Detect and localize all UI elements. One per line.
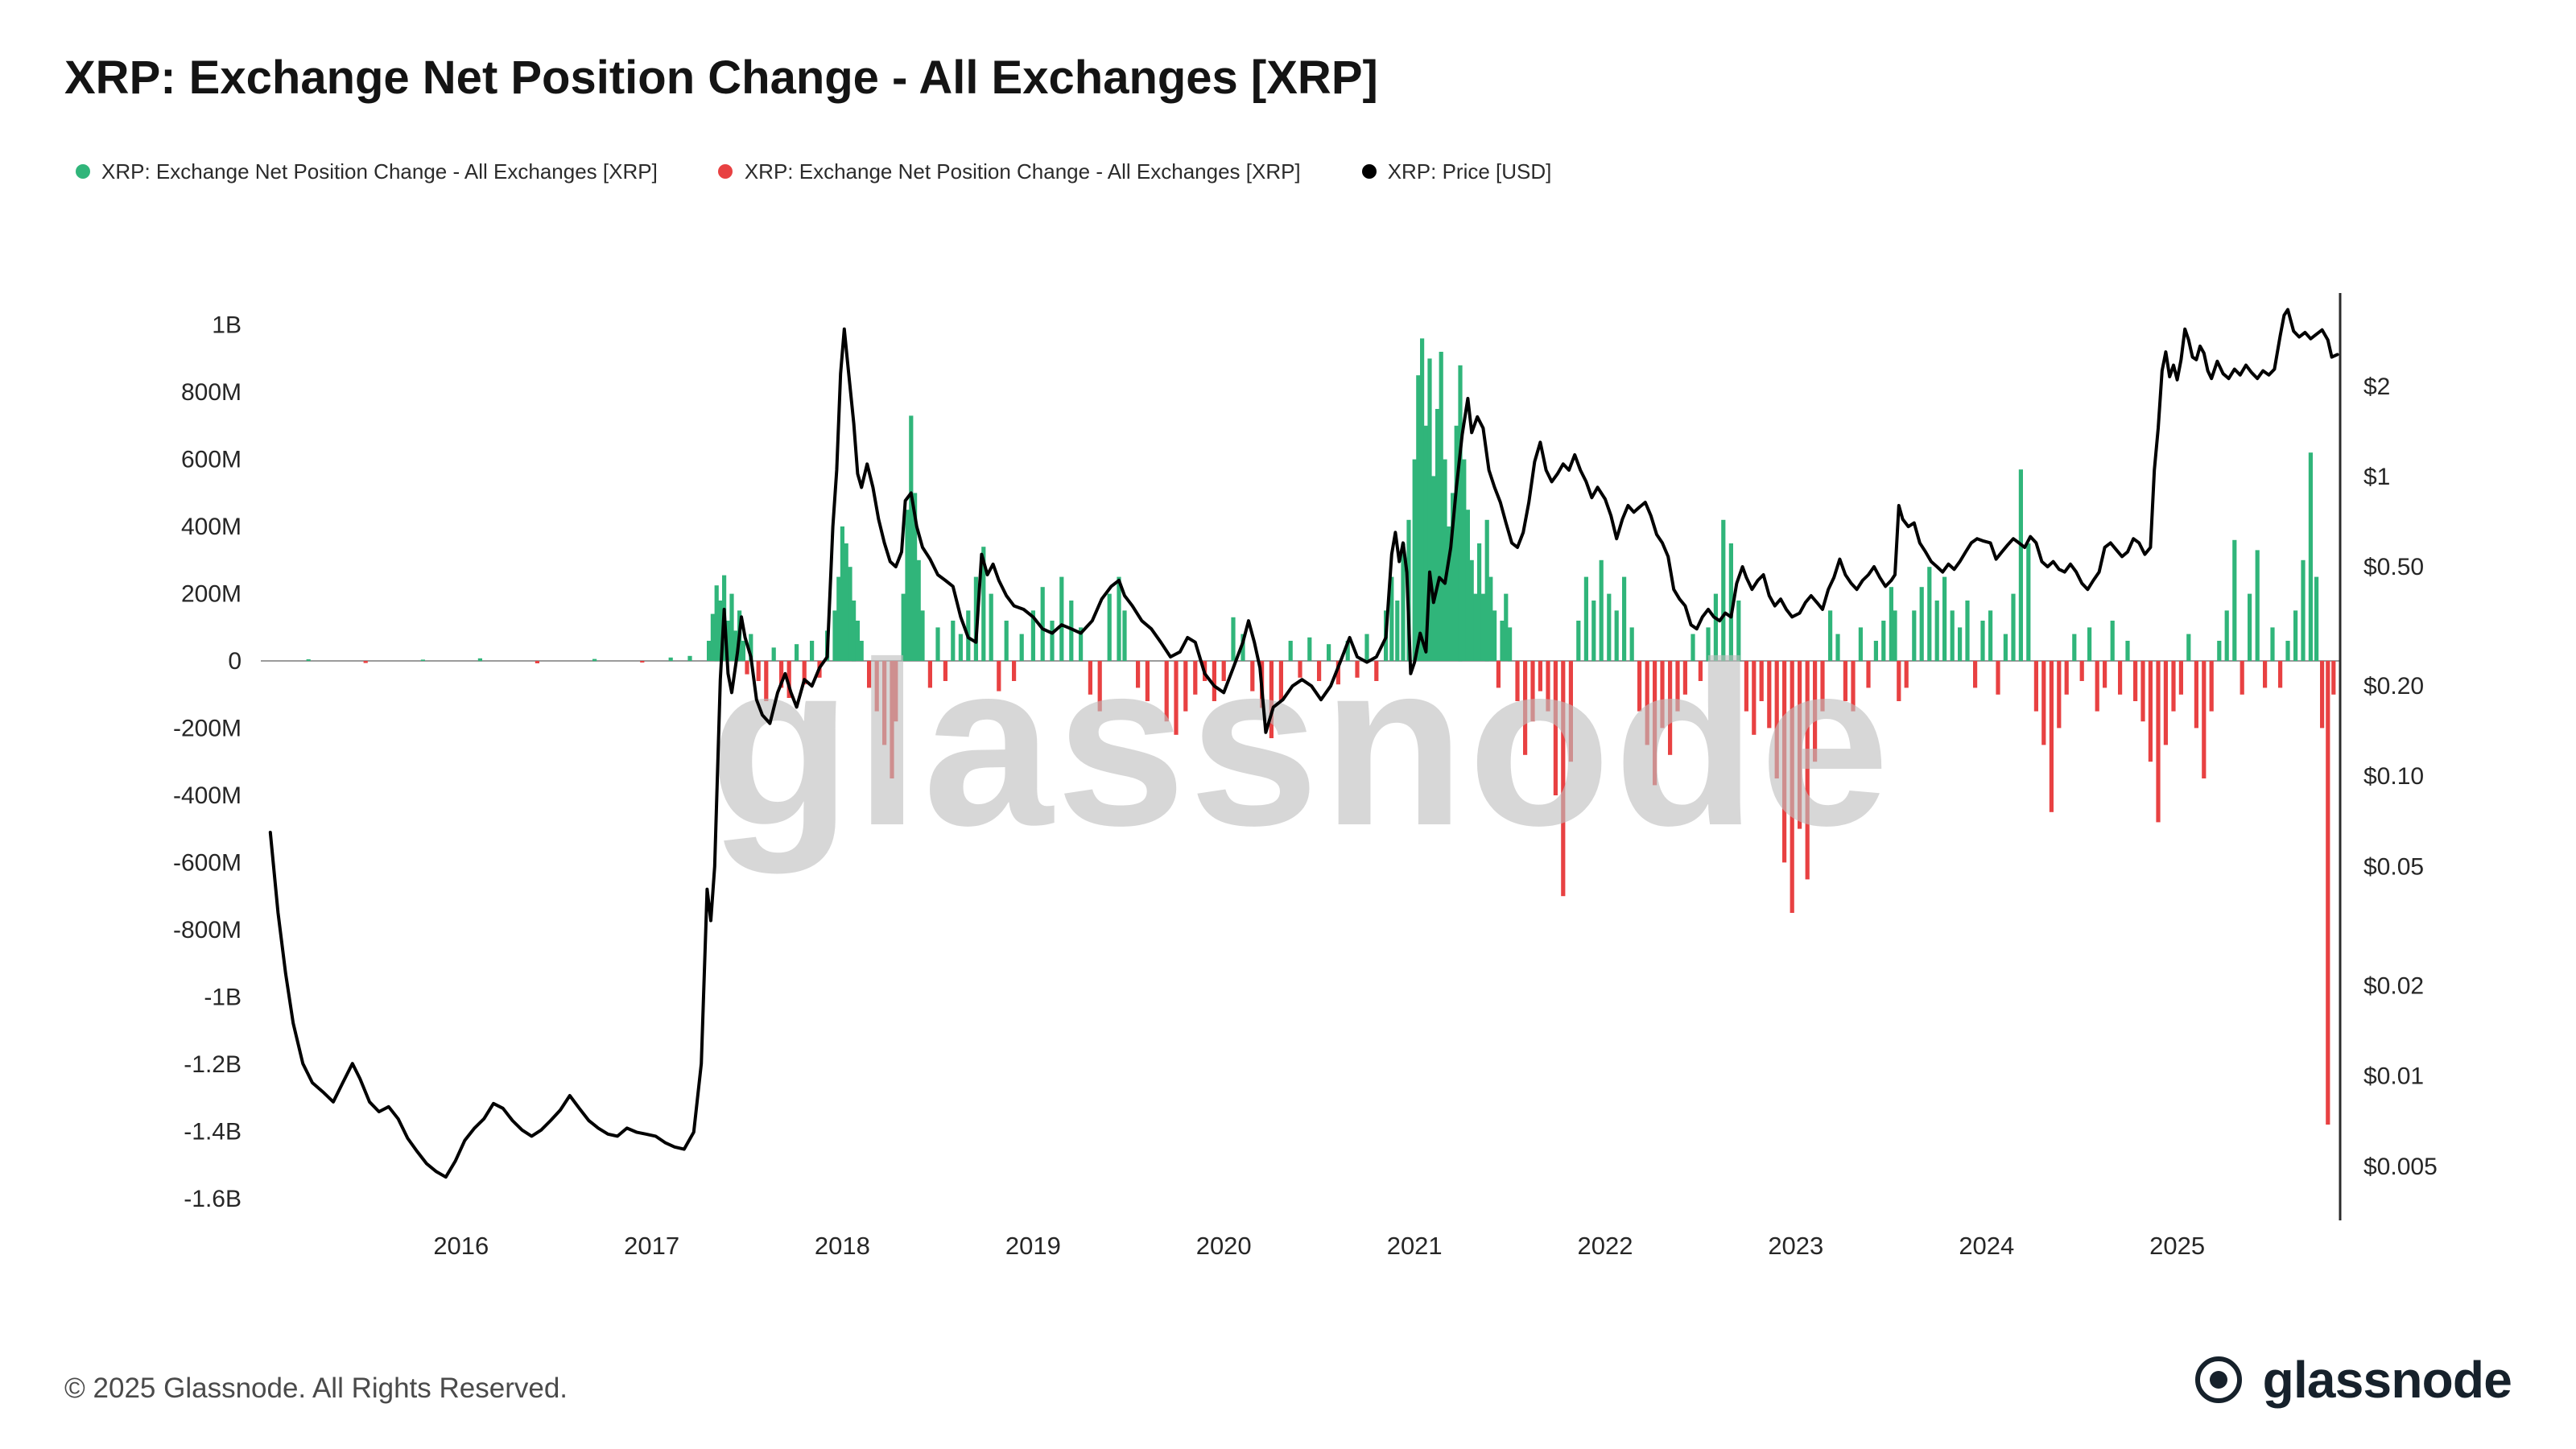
legend-label: XRP: Exchange Net Position Change - All …	[744, 159, 1301, 184]
svg-text:2021: 2021	[1387, 1232, 1443, 1260]
glassnode-watermark: glassnode	[709, 613, 1893, 875]
green-dot-icon	[76, 164, 90, 179]
svg-text:$2: $2	[2363, 374, 2390, 400]
svg-text:$0.01: $0.01	[2363, 1063, 2424, 1090]
svg-text:1B: 1B	[212, 312, 242, 339]
svg-text:-800M: -800M	[173, 917, 242, 943]
svg-text:2018: 2018	[815, 1232, 870, 1260]
svg-text:$0.20: $0.20	[2363, 673, 2424, 700]
legend-item-net-position-negative[interactable]: XRP: Exchange Net Position Change - All …	[718, 159, 1301, 184]
svg-text:2023: 2023	[1768, 1232, 1823, 1260]
glassnode-wordmark: glassnode	[2262, 1351, 2512, 1409]
svg-text:$0.005: $0.005	[2363, 1154, 2438, 1180]
svg-text:2022: 2022	[1578, 1232, 1633, 1260]
svg-text:-1B: -1B	[204, 984, 242, 1010]
svg-text:$1: $1	[2363, 464, 2390, 490]
svg-text:-200M: -200M	[173, 716, 242, 742]
page-title: XRP: Exchange Net Position Change - All …	[64, 53, 1378, 105]
svg-text:-400M: -400M	[173, 782, 242, 809]
legend-label: XRP: Exchange Net Position Change - All …	[101, 159, 658, 184]
plot-area[interactable]	[261, 293, 2339, 1220]
svg-text:400M: 400M	[181, 514, 242, 540]
legend-label: XRP: Price [USD]	[1387, 159, 1552, 184]
x-axis-labels: 2016 2017 2018 2019 2020 2021 2022 2023 2024 2025	[433, 1232, 2205, 1260]
legend: XRP: Exchange Net Position Change - All …	[76, 159, 1551, 184]
price-line	[268, 308, 2339, 1179]
svg-text:2019: 2019	[1005, 1232, 1061, 1260]
svg-text:$0.02: $0.02	[2363, 973, 2424, 1000]
svg-text:200M: 200M	[181, 581, 242, 608]
svg-text:2024: 2024	[1959, 1232, 2014, 1260]
svg-text:2020: 2020	[1196, 1232, 1252, 1260]
svg-text:-1.6B: -1.6B	[184, 1186, 242, 1212]
svg-text:2017: 2017	[624, 1232, 679, 1260]
svg-text:2025: 2025	[2149, 1232, 2205, 1260]
svg-text:800M: 800M	[181, 379, 242, 406]
svg-text:600M: 600M	[181, 447, 242, 473]
copyright-text: © 2025 Glassnode. All Rights Reserved.	[64, 1372, 568, 1404]
left-axis-labels: 1B 800M 600M 400M 200M 0 -200M -400M -600M -800M -…	[173, 312, 242, 1212]
red-dot-icon	[718, 164, 733, 179]
svg-text:$0.50: $0.50	[2363, 554, 2424, 580]
glassnode-logo: glassnode	[2192, 1352, 2512, 1407]
black-dot-icon	[1361, 164, 1377, 179]
right-axis-labels: $2 $1 $0.50 $0.20 $0.10 $0.05 $0.02 $0.01 $0.005	[2363, 374, 2438, 1180]
glassnode-logo-icon	[2195, 1356, 2243, 1403]
net-position-bars	[306, 338, 2336, 1125]
svg-text:-1.2B: -1.2B	[184, 1051, 242, 1078]
svg-text:2016: 2016	[433, 1232, 489, 1260]
legend-item-price[interactable]: XRP: Price [USD]	[1361, 159, 1552, 184]
svg-text:0: 0	[228, 648, 242, 675]
svg-text:$0.05: $0.05	[2363, 853, 2424, 880]
legend-item-net-position-positive[interactable]: XRP: Exchange Net Position Change - All …	[76, 159, 658, 184]
svg-text:$0.10: $0.10	[2363, 763, 2424, 790]
svg-text:-1.4B: -1.4B	[184, 1118, 242, 1145]
svg-text:-600M: -600M	[173, 849, 242, 876]
